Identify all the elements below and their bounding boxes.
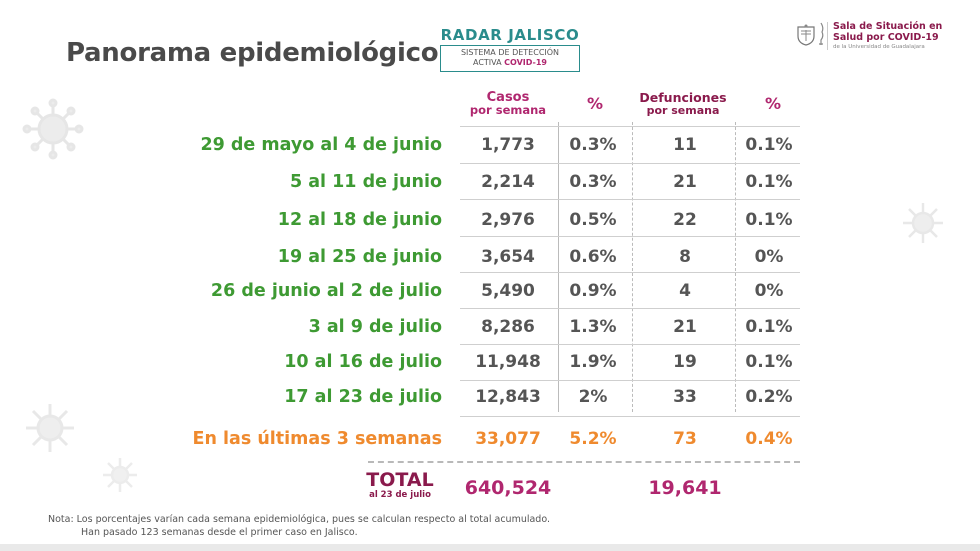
deaths-percent: 0.2% — [745, 387, 793, 407]
cases-percent: 0.6% — [569, 247, 617, 267]
deaths-percent: 0.1% — [745, 352, 793, 372]
logo-text: Sala de Situación en Salud por COVID-19 — [833, 21, 943, 43]
footnote: Nota: Los porcentajes varían cada semana… — [48, 514, 550, 538]
summary-deaths-percent: 0.4% — [745, 429, 793, 449]
virus-decoration-icon — [22, 98, 84, 160]
deaths-percent: 0.1% — [745, 135, 793, 155]
radar-covid-label: COVID-19 — [504, 58, 547, 67]
summary-deaths: 73 — [673, 429, 697, 449]
column-divider-dashed — [632, 122, 633, 412]
table-row: 19 al 25 de junio 3,654 0.6% 8 0% — [0, 244, 980, 270]
virus-decoration-icon — [103, 458, 137, 492]
table-row: 12 al 18 de junio 2,976 0.5% 22 0.1% — [0, 207, 980, 233]
deaths-value: 33 — [673, 387, 697, 407]
udg-seal-icon — [797, 24, 815, 46]
radar-subtitle-box: SISTEMA DE DETECCIÓN ACTIVA COVID-19 — [440, 45, 580, 72]
table-row: 26 de junio al 2 de julio 5,490 0.9% 4 0… — [0, 278, 980, 304]
total-date: al 23 de julio — [369, 490, 431, 500]
header-deaths-percent: % — [764, 94, 782, 113]
week-label: 29 de mayo al 4 de junio — [200, 135, 442, 155]
dashed-divider — [368, 461, 800, 463]
radar-line1: SISTEMA DE DETECCIÓN — [460, 48, 560, 57]
row-divider — [460, 380, 800, 381]
column-divider-dashed — [735, 122, 736, 412]
cases-percent: 0.3% — [569, 135, 617, 155]
row-divider — [460, 163, 800, 164]
summary-cases: 33,077 — [475, 429, 541, 449]
summary-label: En las últimas 3 semanas — [192, 429, 442, 449]
row-divider — [460, 126, 800, 127]
total-cases: 640,524 — [464, 477, 552, 499]
header-cases-percent: % — [586, 94, 604, 113]
radar-line2: ACTIVA COVID-19 — [472, 58, 547, 67]
logo-divider — [827, 22, 828, 50]
column-divider — [558, 122, 559, 412]
cases-value: 11,948 — [475, 352, 541, 372]
cases-value: 5,490 — [481, 281, 535, 301]
total-label: TOTAL al 23 de julio — [360, 470, 440, 500]
header-cases: Casos por semana — [469, 90, 547, 117]
radar-title: RADAR JALISCO — [440, 26, 580, 44]
deaths-value: 21 — [673, 317, 697, 337]
logo-subtext: de la Universidad de Guadalajara — [833, 44, 925, 50]
week-label: 10 al 16 de julio — [284, 352, 442, 372]
cases-percent: 0.3% — [569, 172, 617, 192]
deaths-percent: 0.1% — [745, 317, 793, 337]
week-label: 3 al 9 de julio — [308, 317, 442, 337]
row-divider — [460, 344, 800, 345]
deaths-value: 4 — [679, 281, 691, 301]
cases-value: 1,773 — [481, 135, 535, 155]
row-divider — [460, 416, 800, 417]
row-divider — [460, 236, 800, 237]
cases-percent: 0.5% — [569, 210, 617, 230]
virus-decoration-icon — [903, 203, 943, 243]
table-row: 3 al 9 de julio 8,286 1.3% 21 0.1% — [0, 314, 980, 340]
radar-jalisco-badge: RADAR JALISCO SISTEMA DE DETECCIÓN ACTIV… — [430, 26, 590, 72]
summary-cases-percent: 5.2% — [569, 429, 617, 449]
header-deaths: Defunciones por semana — [639, 90, 727, 117]
cases-percent: 2% — [578, 387, 608, 407]
table-row: 29 de mayo al 4 de junio 1,773 0.3% 11 0… — [0, 132, 980, 158]
page-title: Panorama epidemiológico — [66, 38, 439, 68]
deaths-percent: 0% — [754, 281, 784, 301]
cases-percent: 1.3% — [569, 317, 617, 337]
summary-row: En las últimas 3 semanas 33,077 5.2% 73 … — [0, 426, 980, 452]
deaths-percent: 0.1% — [745, 210, 793, 230]
week-label: 19 al 25 de junio — [277, 247, 442, 267]
cases-value: 12,843 — [475, 387, 541, 407]
deaths-value: 8 — [679, 247, 691, 267]
deaths-percent: 0% — [754, 247, 784, 267]
table-row: 17 al 23 de julio 12,843 2% 33 0.2% — [0, 384, 980, 410]
total-deaths: 19,641 — [648, 477, 722, 499]
cases-percent: 1.9% — [569, 352, 617, 372]
deaths-value: 19 — [673, 352, 697, 372]
deaths-percent: 0.1% — [745, 172, 793, 192]
week-label: 5 al 11 de junio — [289, 172, 442, 192]
week-label: 26 de junio al 2 de julio — [210, 281, 442, 301]
bottom-bar — [0, 544, 980, 551]
cases-value: 2,976 — [481, 210, 535, 230]
row-divider — [460, 308, 800, 309]
row-divider — [460, 272, 800, 273]
cases-value: 2,214 — [481, 172, 535, 192]
cases-value: 8,286 — [481, 317, 535, 337]
flame-icon — [819, 22, 824, 45]
row-divider — [460, 199, 800, 200]
week-label: 12 al 18 de junio — [277, 210, 442, 230]
cases-value: 3,654 — [481, 247, 535, 267]
table-row: 5 al 11 de junio 2,214 0.3% 21 0.1% — [0, 169, 980, 195]
virus-decoration-icon — [26, 404, 74, 452]
week-label: 17 al 23 de julio — [284, 387, 442, 407]
deaths-value: 22 — [673, 210, 697, 230]
deaths-value: 21 — [673, 172, 697, 192]
deaths-value: 11 — [673, 135, 697, 155]
table-row: 10 al 16 de julio 11,948 1.9% 19 0.1% — [0, 349, 980, 375]
cases-percent: 0.9% — [569, 281, 617, 301]
